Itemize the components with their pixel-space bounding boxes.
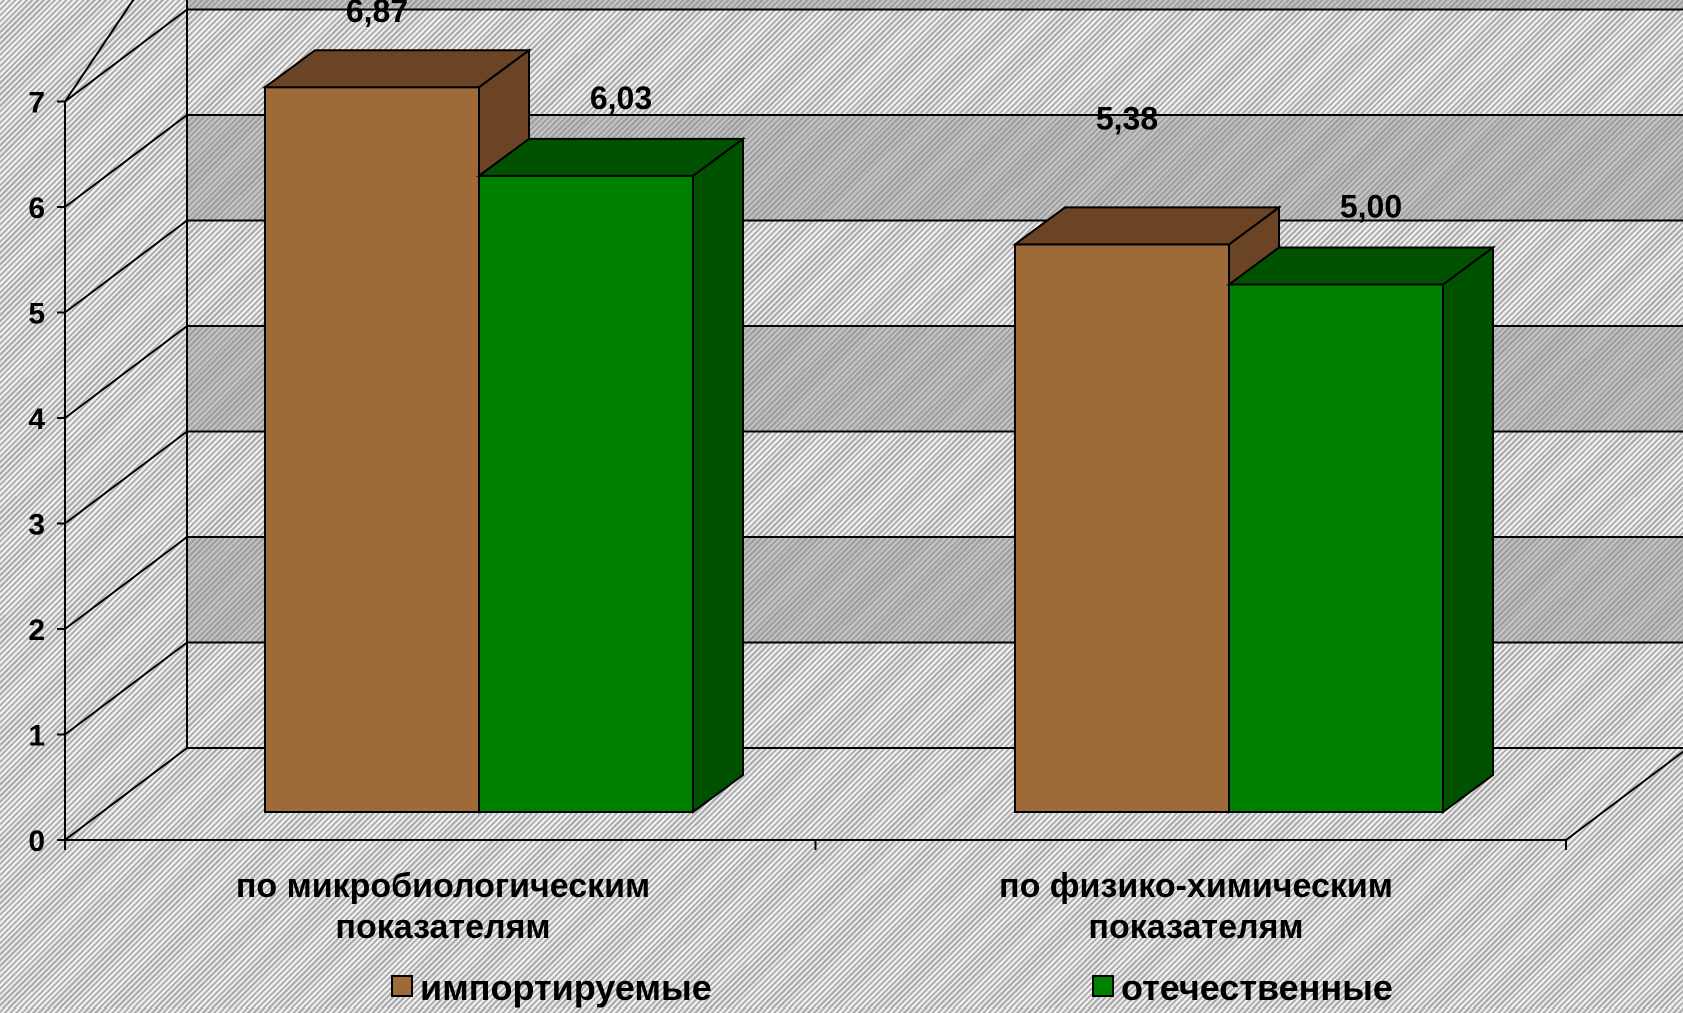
side-gridline — [64, 114, 188, 208]
bar-front — [1228, 283, 1444, 813]
bar-top — [475, 137, 747, 177]
legend-label: импортируемые — [420, 967, 712, 1008]
y-tick-label: 1 — [28, 720, 45, 753]
y-tick-label: 5 — [28, 298, 45, 331]
side-gridline — [64, 430, 188, 525]
data-label: 6,87 — [346, 0, 408, 29]
bar-top — [1225, 246, 1497, 286]
side-gridline — [64, 325, 188, 419]
category-label: по микробиологическим — [236, 867, 650, 905]
floor-right-edge — [1565, 750, 1683, 841]
y-tick-label: 0 — [28, 825, 45, 858]
data-label: 5,00 — [1340, 189, 1402, 225]
side-gridline — [64, 536, 188, 630]
category-label: показателям — [335, 908, 550, 946]
bar-top — [1011, 206, 1283, 246]
bar-front — [478, 174, 694, 813]
bar-side — [1442, 245, 1494, 814]
legend-swatch — [391, 975, 413, 997]
y-tick-label: 7 — [28, 87, 45, 120]
data-label: 6,03 — [590, 80, 652, 116]
legend-label: отечественные — [1121, 967, 1393, 1008]
y-tick-label: 3 — [28, 509, 45, 542]
bar-front — [1014, 243, 1230, 814]
bar-side — [692, 136, 744, 814]
legend-swatch — [1092, 975, 1114, 997]
side-gridline — [64, 641, 188, 736]
data-label: 5,38 — [1096, 100, 1158, 136]
bar-top — [261, 49, 533, 89]
y-tick-label: 4 — [28, 403, 45, 436]
bar-front — [264, 86, 480, 813]
y-tick-label: 6 — [28, 192, 45, 225]
category-label: по физико-химическим — [999, 867, 1393, 905]
side-wall-top — [64, 0, 135, 103]
category-label: показателям — [1088, 908, 1303, 946]
y-tick-label: 2 — [28, 614, 45, 647]
wall-band — [187, 0, 1683, 10]
side-gridline — [64, 747, 188, 841]
side-gridline — [64, 219, 188, 314]
side-gridline — [64, 8, 188, 103]
